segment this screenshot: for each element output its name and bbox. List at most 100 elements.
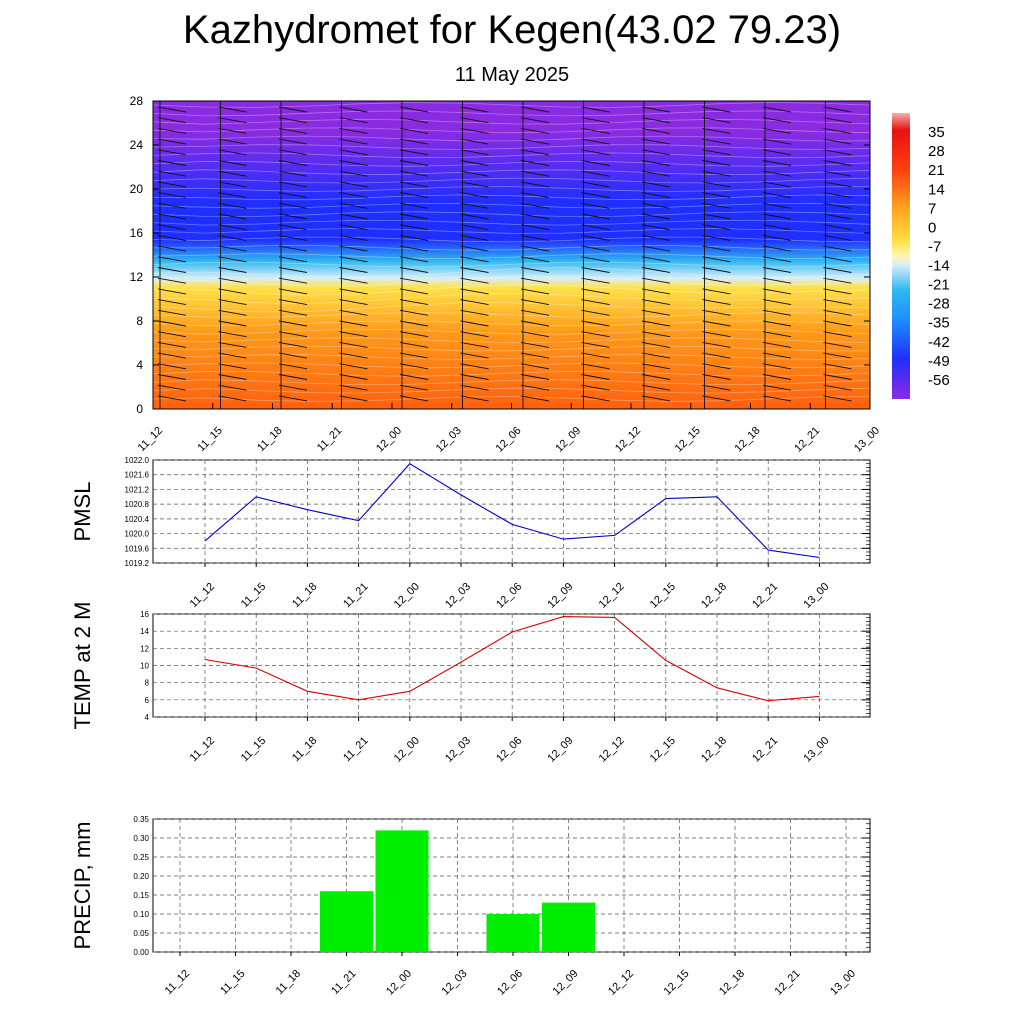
wind-barb: [641, 202, 671, 209]
wind-barb: [702, 267, 731, 273]
wind-barb: [945, 118, 973, 123]
precip-ytick-label: 0.00: [133, 948, 149, 957]
pmsl-ylabel: PMSL: [70, 482, 95, 542]
pmsl-ytick-label: 1021.6: [125, 471, 150, 480]
wind-barb: [823, 320, 852, 327]
temp2m-xtick-label: 11_21: [341, 735, 371, 765]
wind-barb: [218, 288, 247, 295]
wind-barb: [641, 138, 671, 145]
wind-barb: [218, 352, 247, 359]
wind-barb: [339, 245, 368, 252]
wind-barb: [945, 107, 973, 112]
colorbar-label: 14: [928, 181, 945, 198]
wind-barb: [945, 193, 973, 198]
precip-ytick-label: 0.05: [133, 929, 149, 938]
wind-barb: [339, 331, 368, 338]
wind-barb: [641, 395, 671, 402]
wind-barb: [218, 202, 247, 209]
wind-barb: [641, 384, 671, 391]
wind-barb: [278, 127, 308, 134]
wind-barb: [278, 224, 308, 231]
wind-barb: [762, 117, 792, 124]
wind-barb: [460, 309, 489, 316]
wind-barb: [157, 395, 187, 402]
precip-ytick-label: 0.10: [133, 910, 149, 919]
wind-barb: [399, 288, 429, 295]
wind-barb: [399, 384, 429, 391]
temp2m-xtick-label: 12_00: [392, 735, 422, 765]
wind-barb: [641, 192, 671, 199]
wind-barb: [823, 245, 852, 252]
wind-barb: [823, 192, 852, 199]
pmsl-xtick-label: 12_06: [494, 581, 524, 611]
wind-barb: [460, 267, 489, 273]
wind-barb: [278, 331, 308, 338]
wind-barb: [399, 192, 429, 199]
wind-barb: [157, 320, 187, 327]
wind-barb: [460, 202, 489, 209]
wind-barb: [278, 202, 308, 209]
wind-barb: [157, 117, 187, 124]
wind-barb: [520, 138, 550, 145]
precip-xtick-label: 12_12: [606, 968, 636, 998]
heatmap-xtick-label: 13_00: [852, 425, 882, 455]
wind-barb: [945, 203, 973, 208]
wind-barb: [218, 127, 247, 134]
wind-barb: [460, 160, 489, 166]
wind-barb: [823, 181, 852, 188]
temp2m-xtick-label: 11_15: [239, 735, 269, 765]
wind-barb: [762, 160, 792, 166]
heatmap-ytick-label: 28: [130, 94, 144, 108]
wind-barb: [702, 309, 731, 316]
wind-barb: [157, 341, 187, 348]
wind-barb: [581, 267, 610, 273]
wind-barb: [399, 331, 429, 338]
wind-barb: [157, 299, 187, 306]
wind-barb: [641, 309, 671, 316]
wind-barb: [641, 320, 671, 327]
wind-barb: [702, 320, 731, 327]
wind-barb: [278, 384, 308, 391]
wind-barb: [157, 127, 187, 134]
temp2m-ytick-label: 16: [140, 610, 149, 619]
precip-xtick-label: 12_00: [384, 968, 414, 998]
temp2m-xtick-label: 12_18: [699, 735, 729, 765]
wind-barb: [520, 363, 550, 370]
heatmap-ytick-label: 20: [130, 182, 144, 196]
colorbar-label: 0: [928, 219, 936, 236]
wind-barb: [823, 106, 852, 113]
wind-barb: [399, 117, 429, 124]
wind-barb: [520, 117, 550, 124]
wind-barb: [399, 181, 429, 188]
wind-barb: [460, 320, 489, 327]
temp2m-xtick-label: 12_09: [545, 735, 575, 765]
heatmap-xtick-label: 12_18: [733, 425, 763, 455]
wind-barb: [278, 374, 308, 380]
wind-barb: [520, 384, 550, 391]
wind-barb: [460, 224, 489, 231]
wind-barb: [823, 138, 852, 145]
precip-ytick-label: 0.35: [133, 815, 149, 824]
wind-barb: [762, 341, 792, 348]
wind-barb: [339, 309, 368, 316]
heatmap-ytick-label: 0: [136, 402, 143, 416]
wind-barb: [823, 395, 852, 402]
wind-barb: [520, 374, 550, 380]
wind-barb: [762, 374, 792, 380]
wind-barb: [460, 288, 489, 295]
pmsl-ytick-label: 1021.2: [125, 485, 150, 494]
wind-barb: [460, 170, 489, 177]
wind-barb: [581, 341, 610, 348]
pmsl-xtick-label: 12_00: [392, 581, 422, 611]
wind-barb: [399, 341, 429, 348]
wind-barb: [762, 138, 792, 145]
wind-barb: [581, 277, 610, 284]
temp2m-xtick-label: 12_03: [443, 735, 473, 765]
wind-barb: [218, 234, 247, 241]
wind-barb: [278, 106, 308, 113]
wind-barb: [581, 127, 610, 134]
wind-barb: [399, 299, 429, 306]
wind-barb: [823, 277, 852, 284]
wind-barb: [278, 341, 308, 348]
temp2m-xtick-label: 11_12: [188, 735, 218, 765]
